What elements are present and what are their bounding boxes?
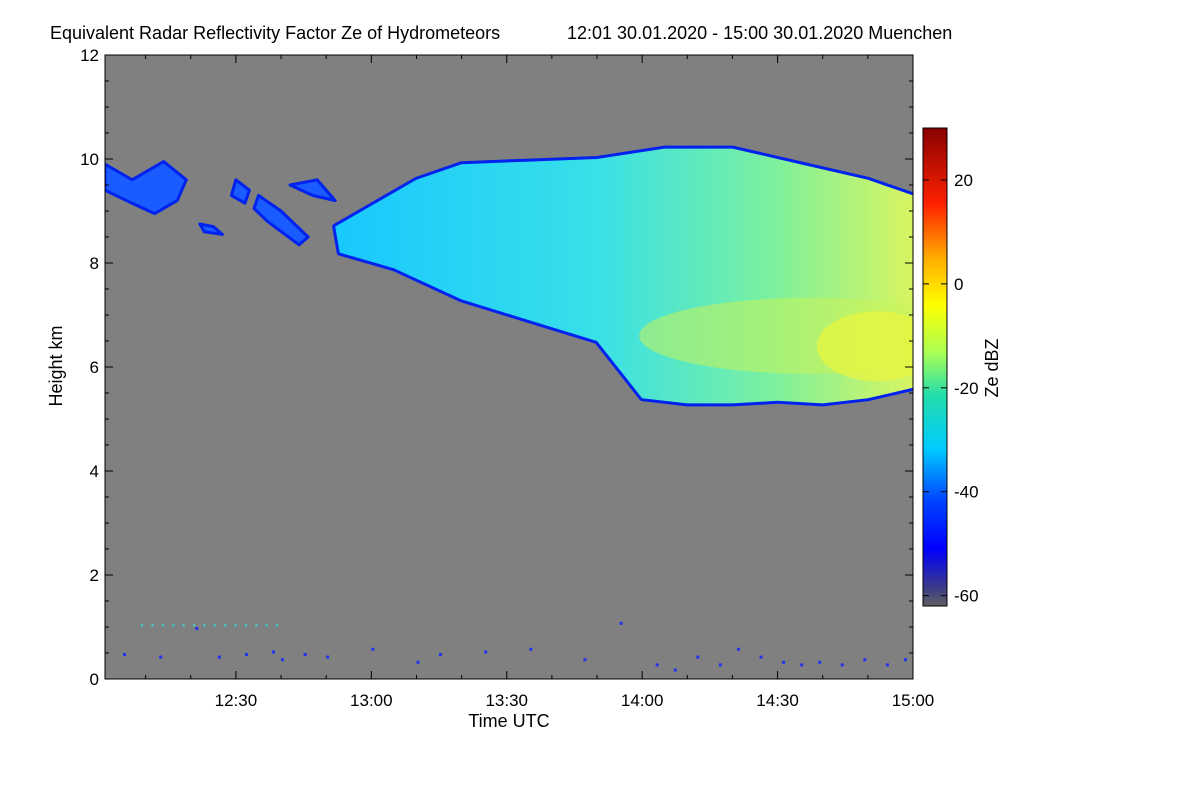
clutter-speck [885, 663, 889, 667]
clutter-speck-cyan [244, 624, 247, 627]
clutter-speck-cyan [213, 624, 216, 627]
x-tick-label: 12:30 [215, 691, 258, 710]
clutter-speck [840, 663, 844, 667]
y-tick-label: 4 [90, 462, 99, 481]
x-axis-label: Time UTC [468, 711, 549, 731]
colorbar-tick-label: 0 [954, 275, 963, 294]
clutter-speck [583, 658, 587, 662]
clutter-speck-cyan [151, 624, 154, 627]
clutter-speck [696, 655, 700, 659]
clutter-speck-cyan [224, 624, 227, 627]
clutter-speck [903, 658, 907, 662]
clutter-speck [655, 663, 659, 667]
clutter-speck [195, 627, 199, 630]
clutter-speck-cyan [234, 624, 237, 627]
cirrus-patch [198, 222, 224, 236]
clutter-speck [439, 653, 443, 656]
y-tick-label: 6 [90, 358, 99, 377]
clutter-speck [272, 650, 276, 654]
clutter-speck [303, 653, 307, 656]
clutter-speck [123, 653, 127, 656]
clutter-speck-cyan [203, 624, 206, 627]
clutter-speck [863, 658, 867, 662]
clutter-speck [484, 650, 488, 654]
y-tick-label: 2 [90, 566, 99, 585]
y-tick-label: 12 [80, 46, 99, 65]
clutter-speck-cyan [193, 624, 196, 627]
clutter-speck [718, 663, 722, 667]
cirrus-patch [105, 160, 188, 216]
y-tick-label: 8 [90, 254, 99, 273]
clutter-speck-cyan [141, 624, 144, 627]
y-axis: 0 2 4 6 8 10 12 [80, 46, 913, 689]
clutter-speck-cyan [265, 624, 268, 627]
x-tick-label: 15:00 [892, 691, 935, 710]
cloud-core-max [816, 311, 913, 382]
cirrus-patch [252, 193, 310, 247]
y-tick-label: 10 [80, 150, 99, 169]
clutter-speck [818, 660, 822, 664]
colorbar-tick-label: -60 [954, 587, 979, 606]
clutter-speck-cyan [276, 624, 279, 627]
clutter-speck [800, 663, 804, 667]
clutter-speck-cyan [255, 624, 258, 627]
clutter-speck-cyan [161, 624, 164, 627]
clutter-speck [416, 660, 420, 664]
clutter-speck [782, 660, 786, 664]
colorbar-label: Ze dBZ [982, 338, 1002, 397]
clutter-speck [217, 655, 221, 659]
x-tick-label: 14:00 [621, 691, 664, 710]
clutter-speck [326, 655, 330, 659]
x-tick-label: 13:00 [350, 691, 393, 710]
clutter-speck [159, 655, 163, 659]
x-axis: 12:30 13:00 13:30 14:00 14:30 15:00 [145, 55, 935, 710]
x-tick-label: 13:30 [485, 691, 528, 710]
cloud-layer [105, 145, 913, 672]
colorbar-ticks: 20 0 -20 -40 -60 [923, 171, 979, 606]
clutter-speck [281, 658, 285, 662]
colorbar-tick-label: 20 [954, 171, 973, 190]
colorbar-tick-label: -20 [954, 379, 979, 398]
cirrus-patch [288, 178, 337, 203]
colorbar [922, 127, 948, 607]
chart-period: 12:01 30.01.2020 - 15:00 30.01.2020 Muen… [567, 23, 952, 43]
clutter-speck-cyan [172, 624, 175, 627]
clutter-speck [371, 647, 375, 651]
x-tick-label: 14:30 [756, 691, 799, 710]
clutter-speck [759, 655, 763, 659]
clutter-speck [673, 668, 677, 672]
y-tick-label: 0 [90, 670, 99, 689]
cirrus-patch [229, 178, 251, 205]
clutter-speck [529, 647, 533, 651]
clutter-speck [619, 621, 623, 625]
clutter-speck [244, 653, 248, 656]
chart-title: Equivalent Radar Reflectivity Factor Ze … [50, 23, 500, 43]
y-axis-label: Height km [46, 325, 66, 406]
clutter-speck [736, 647, 740, 651]
colorbar-tick-label: -40 [954, 483, 979, 502]
clutter-speck-cyan [182, 624, 185, 627]
